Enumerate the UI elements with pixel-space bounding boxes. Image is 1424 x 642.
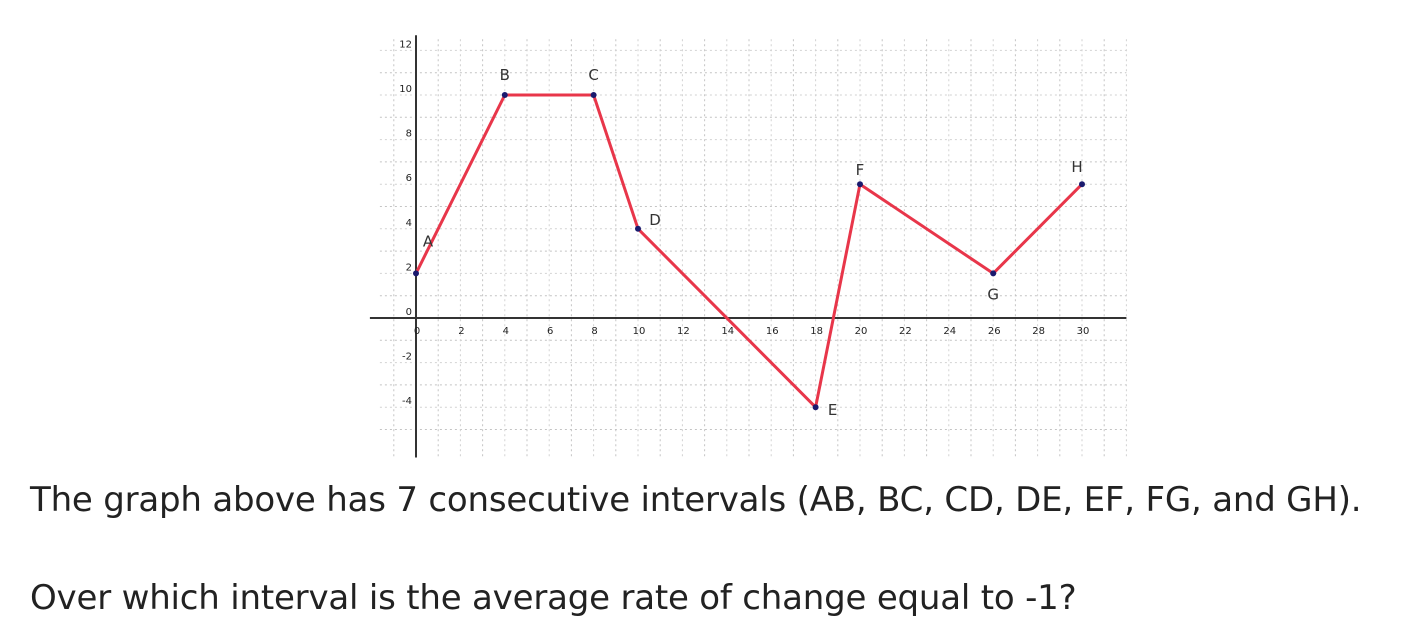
series-line [414,93,1084,409]
point-f-label: F [856,161,865,179]
grid-lines [379,39,1127,458]
x-tick-label: 16 [766,326,779,337]
y-tick-label: 4 [406,218,412,229]
point-g-marker [990,270,997,277]
question-intro: The graph above has 7 consecutive interv… [30,480,1362,520]
x-tick-label: 26 [988,326,1001,337]
line-graph: 0 2 4 6 8 10 12 14 16 18 20 22 24 26 28 30-4-2024681012… [369,35,1127,458]
x-tick-label: 22 [899,326,912,337]
y-tick-label: 0 [406,307,412,318]
x-tick-label: 8 [591,326,597,337]
x-tick-label: 0 [414,326,420,337]
series-line-group [414,93,1084,409]
point-d-marker [635,225,641,232]
y-tick-label: 10 [399,84,412,95]
x-tick-label: 6 [547,326,553,337]
point-h-marker [1079,181,1085,188]
y-tick-label: 6 [406,173,412,184]
y-tick-label: 8 [406,129,412,140]
data-points: A B C D E F G H [413,66,1085,419]
x-tick-label: 12 [677,326,690,337]
x-tick-label: 24 [943,326,956,337]
x-tick-label: 14 [721,326,734,337]
x-tick-label: 18 [810,326,823,337]
point-b-marker [501,92,508,98]
point-b-label: B [500,66,510,84]
point-c-marker [590,92,597,98]
point-c-label: C [588,66,598,84]
point-h-label: H [1071,158,1082,176]
x-tick-label: 4 [503,326,509,337]
point-f-marker [857,181,863,188]
point-d-label: D [649,211,661,229]
x-tick-label: 10 [633,326,646,337]
question-prompt: Over which interval is the average rate … [30,578,1077,618]
x-tick-label: 20 [855,326,868,337]
y-tick-label: -4 [402,396,412,407]
y-tick-label: 12 [399,39,412,50]
point-e-marker [812,404,819,411]
y-tick-label: 2 [406,262,412,273]
y-tick-label: -2 [402,352,412,363]
point-a-marker [413,270,419,277]
axes [369,35,1127,458]
x-tick-label: 2 [458,326,464,337]
point-g-label: G [987,285,999,303]
x-tick-label: 30 [1077,326,1090,337]
x-tick-label: 28 [1032,326,1045,337]
point-e-label: E [828,401,837,419]
point-a-label: A [423,232,434,250]
